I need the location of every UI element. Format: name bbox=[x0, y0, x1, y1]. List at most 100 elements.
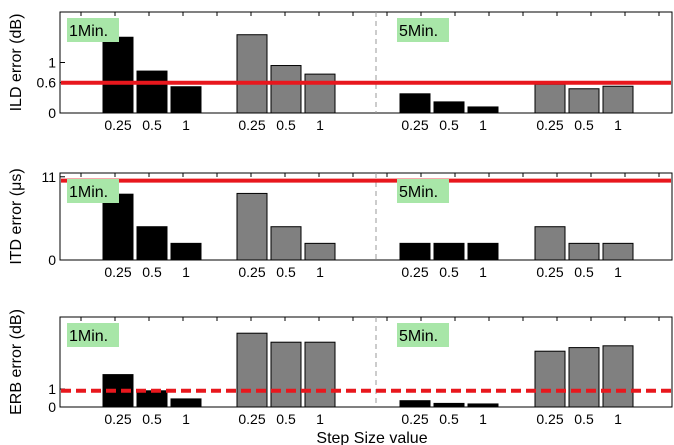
bar bbox=[136, 70, 168, 114]
plot-frame bbox=[59, 172, 673, 261]
x-tick-label: 0.5 bbox=[439, 411, 459, 427]
x-tick-label: 0.25 bbox=[401, 264, 428, 280]
group-label-box bbox=[67, 179, 119, 203]
x-tick-label: 1 bbox=[614, 117, 622, 133]
y-tick-label: 0.6 bbox=[37, 75, 57, 91]
x-tick-label: 0.5 bbox=[276, 117, 296, 133]
erb-error-panel: 0 1 ERB error (dB) 0.25 0.5 1 0.25 0.5 1 0.25 0.5 1… bbox=[8, 309, 673, 427]
bar bbox=[270, 65, 302, 114]
bar bbox=[399, 242, 431, 261]
group-label: 5Min. bbox=[399, 184, 438, 201]
bar bbox=[136, 226, 168, 261]
bar bbox=[236, 332, 268, 408]
group-label: 5Min. bbox=[399, 23, 438, 40]
group-label: 1Min. bbox=[69, 23, 108, 40]
x-tick-label: 0.25 bbox=[104, 117, 131, 133]
bar bbox=[568, 242, 600, 261]
group-label-box bbox=[397, 323, 449, 347]
x-tick-label: 0.25 bbox=[238, 264, 265, 280]
group-label: 1Min. bbox=[69, 184, 108, 201]
y-tick-label: 0 bbox=[48, 399, 56, 415]
x-tick-label: 0.5 bbox=[439, 264, 459, 280]
x-tick-label: 0.5 bbox=[574, 411, 594, 427]
x-tick-label: 1 bbox=[316, 117, 324, 133]
x-tick-label: 0.5 bbox=[574, 117, 594, 133]
x-tick-label: 1 bbox=[182, 117, 190, 133]
x-tick-label: 1 bbox=[479, 117, 487, 133]
y-tick-label: 11 bbox=[41, 169, 56, 185]
plot-frame bbox=[59, 316, 673, 408]
x-tick-label: 0.5 bbox=[142, 117, 162, 133]
y-axis-title: ILD error (dB) bbox=[8, 14, 25, 112]
x-tick-label: 0.5 bbox=[142, 264, 162, 280]
x-tick-label: 1 bbox=[182, 411, 190, 427]
bar bbox=[568, 347, 600, 408]
group-label-box bbox=[397, 179, 449, 203]
x-tick-label: 1 bbox=[182, 264, 190, 280]
x-tick-label: 0.25 bbox=[401, 117, 428, 133]
bar bbox=[304, 341, 336, 408]
y-tick-label: 1 bbox=[48, 55, 56, 71]
group-label: 1Min. bbox=[69, 328, 108, 345]
x-tick-label: 1 bbox=[614, 411, 622, 427]
x-tick-label: 0.25 bbox=[104, 411, 131, 427]
x-tick-label: 0.25 bbox=[238, 411, 265, 427]
y-axis-title: ITD error (μs) bbox=[8, 168, 25, 264]
x-tick-label: 1 bbox=[614, 264, 622, 280]
bar bbox=[602, 85, 634, 114]
bar bbox=[433, 402, 465, 408]
bar bbox=[534, 83, 566, 114]
bar bbox=[304, 73, 336, 114]
x-tick-label: 0.5 bbox=[439, 117, 459, 133]
x-tick-label: 0.25 bbox=[536, 117, 563, 133]
y-tick-label: 1 bbox=[48, 381, 56, 397]
x-tick-label: 0.5 bbox=[276, 411, 296, 427]
bar bbox=[534, 226, 566, 261]
x-tick-label: 0.25 bbox=[238, 117, 265, 133]
bar bbox=[602, 345, 634, 408]
bar bbox=[467, 242, 499, 261]
group-label-box bbox=[67, 323, 119, 347]
group-label-box bbox=[67, 18, 119, 42]
bar bbox=[568, 88, 600, 114]
x-tick-label: 0.25 bbox=[401, 411, 428, 427]
x-tick-label: 0.5 bbox=[574, 264, 594, 280]
bar bbox=[534, 350, 566, 408]
x-tick-label: 0.25 bbox=[536, 411, 563, 427]
bar bbox=[602, 242, 634, 261]
bar bbox=[433, 101, 465, 114]
y-axis-title: ERB error (dB) bbox=[8, 309, 25, 415]
bar bbox=[170, 86, 202, 114]
group-label: 5Min. bbox=[399, 328, 438, 345]
bar bbox=[270, 226, 302, 261]
x-tick-label: 1 bbox=[316, 264, 324, 280]
bar bbox=[433, 242, 465, 261]
x-tick-label: 1 bbox=[316, 411, 324, 427]
y-tick-label: 0 bbox=[48, 105, 56, 121]
bar bbox=[236, 34, 268, 114]
group-label-box bbox=[397, 18, 449, 42]
bar bbox=[467, 106, 499, 114]
x-tick-label: 0.25 bbox=[536, 264, 563, 280]
x-axis-title: Step Size value bbox=[316, 430, 427, 445]
bar bbox=[102, 36, 134, 114]
bar bbox=[270, 341, 302, 408]
x-tick-label: 1 bbox=[479, 264, 487, 280]
bar bbox=[170, 242, 202, 261]
bar bbox=[467, 403, 499, 408]
bar bbox=[236, 192, 268, 261]
bar bbox=[399, 93, 431, 114]
bar bbox=[399, 400, 431, 408]
x-tick-label: 1 bbox=[479, 411, 487, 427]
bar bbox=[136, 390, 168, 408]
bar bbox=[304, 242, 336, 261]
x-tick-label: 0.25 bbox=[104, 264, 131, 280]
y-tick-label: 0 bbox=[48, 252, 56, 268]
bar bbox=[170, 398, 202, 408]
x-tick-label: 0.5 bbox=[142, 411, 162, 427]
bar bbox=[102, 193, 134, 261]
x-tick-label: 0.5 bbox=[276, 264, 296, 280]
ild-error-panel: 0 0.6 1 ILD error (dB) 0.25 0.5 1 0.25 0.5 1 0.25 0… bbox=[8, 11, 673, 133]
